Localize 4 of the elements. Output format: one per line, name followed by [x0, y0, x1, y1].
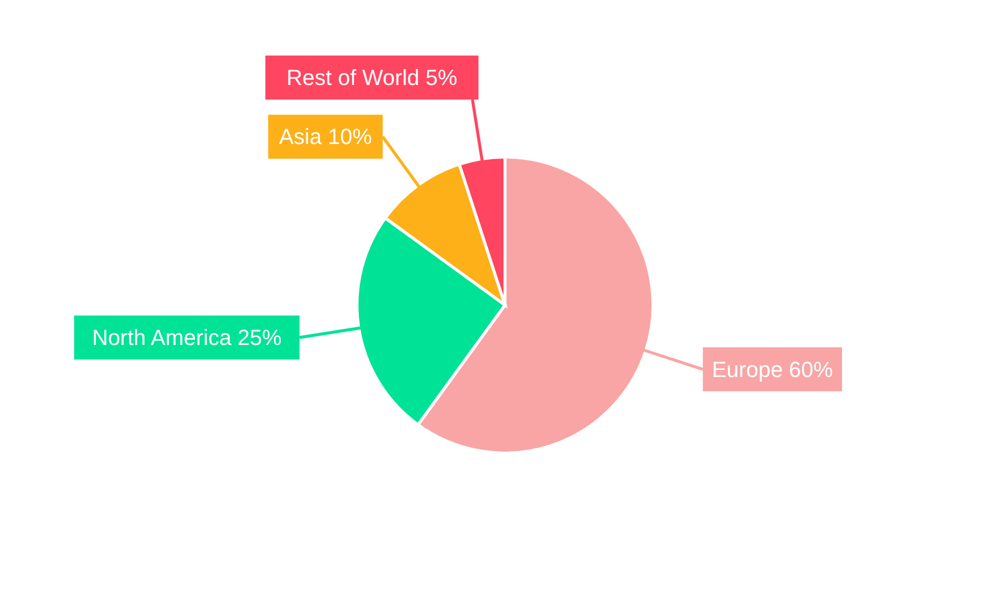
slice-label: Asia 10% — [278, 124, 372, 150]
slice-label: North America 25% — [92, 325, 282, 350]
slice-label: Europe 60% — [712, 356, 833, 382]
slice-label: Rest of World 5% — [286, 65, 458, 90]
